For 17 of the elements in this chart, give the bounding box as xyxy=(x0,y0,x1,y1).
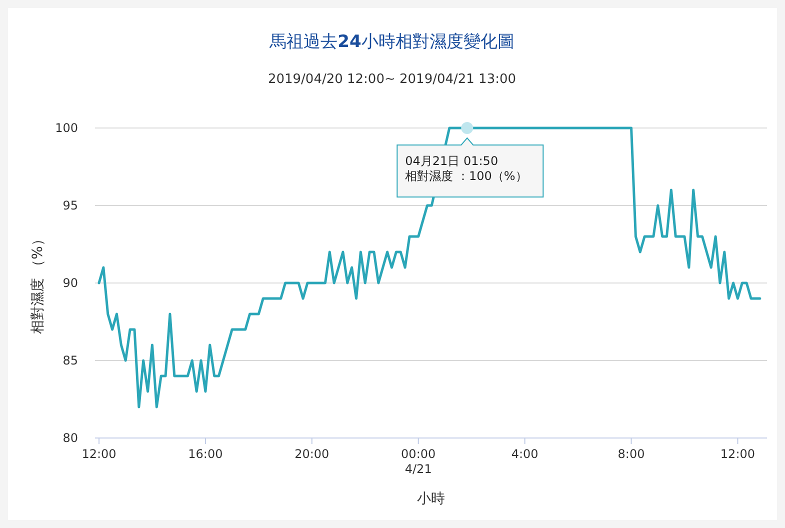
x-axis-title: 小時 xyxy=(417,491,445,507)
y-axis-title: 相對濕度 （%） xyxy=(30,232,46,334)
annotation: 04月21日 01:50 相對濕度 ：100（%） xyxy=(405,154,528,183)
y-tick-label: 100 xyxy=(55,121,78,135)
title: 馬祖過去24小時相對濕度變化圖 xyxy=(270,32,514,52)
x-tick-label: 20:00 xyxy=(294,447,330,461)
y-tick-label: 90 xyxy=(62,276,78,290)
x-tick-label: 12:00 xyxy=(82,447,116,461)
x-tick-label: 8:00 xyxy=(618,447,645,461)
x-tick-label: 12:00 xyxy=(720,447,756,461)
x-tick-label: 4:00 xyxy=(511,447,538,461)
x-tick-label: 00:00 4/21 xyxy=(401,447,436,476)
y-tick-label: 85 xyxy=(62,354,78,368)
y-tick-label: 95 xyxy=(62,198,78,212)
y-tick-label: 80 xyxy=(62,431,78,445)
x-tick-label: 16:00 xyxy=(188,447,223,461)
chart-subtitle: 2019/04/20 12:00~ 2019/04/21 13:00 xyxy=(268,72,516,87)
